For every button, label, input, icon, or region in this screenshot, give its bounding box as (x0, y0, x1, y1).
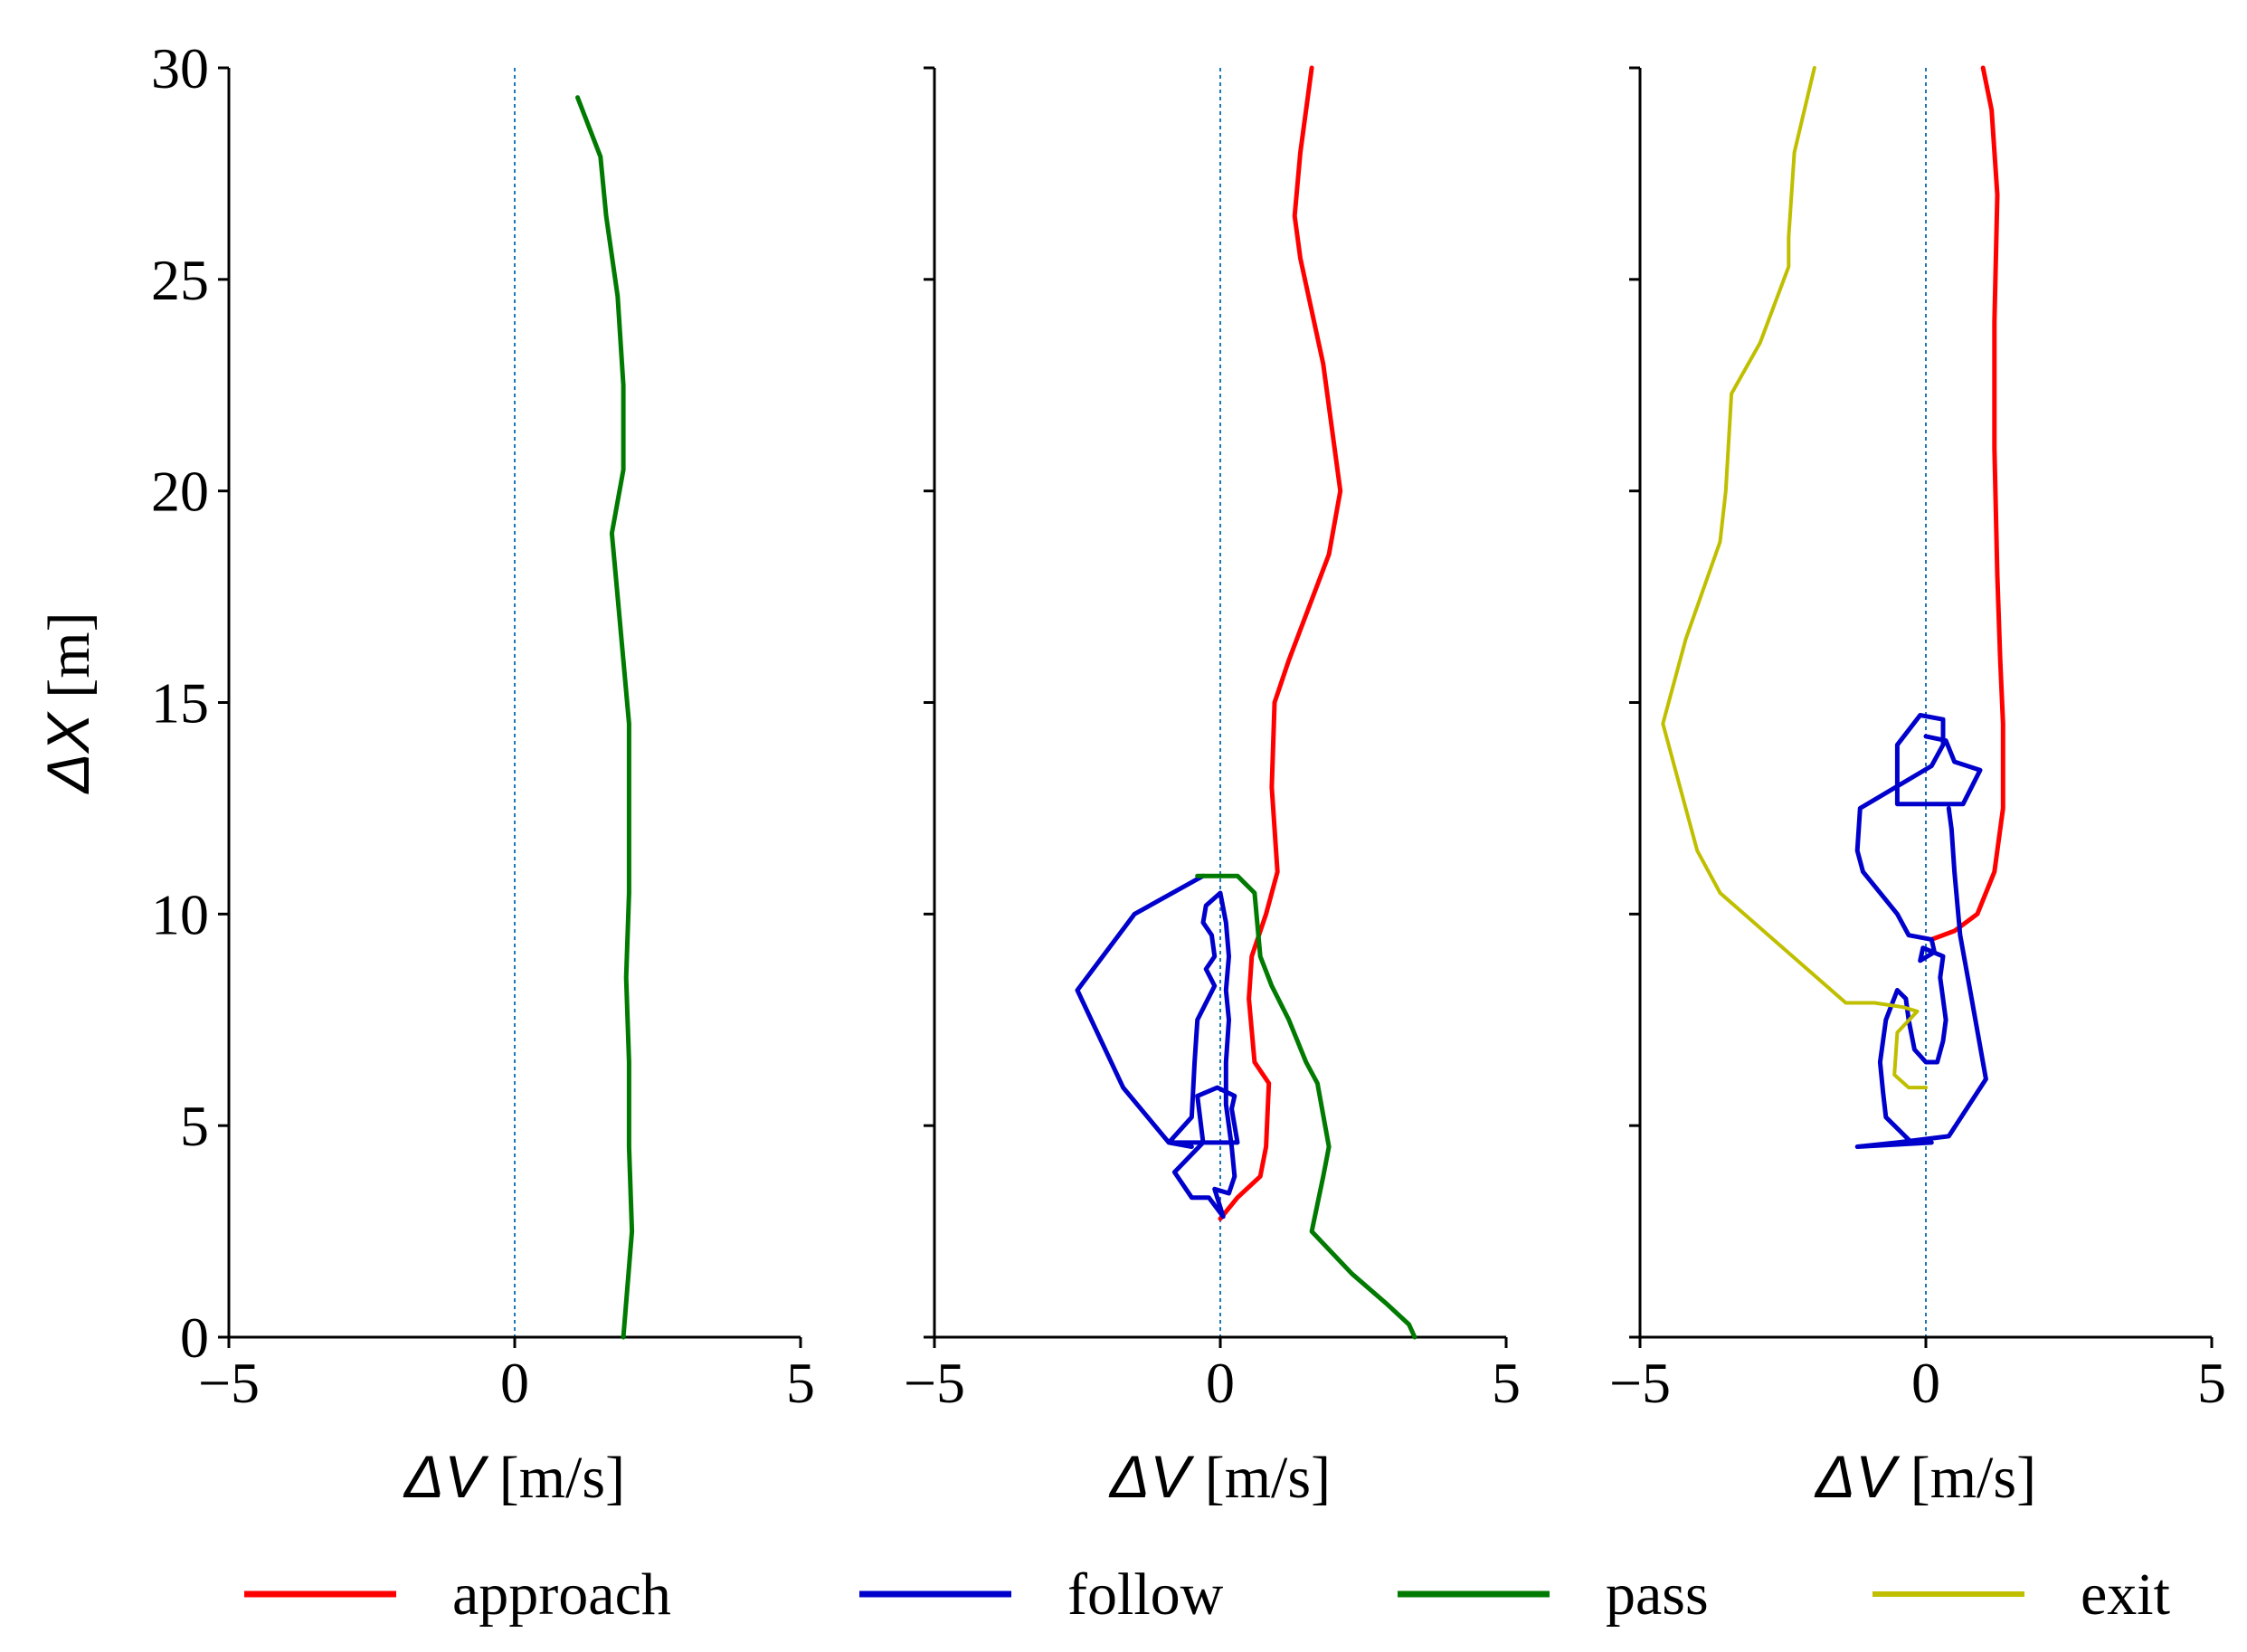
series-line-pass (1195, 873, 1417, 1340)
series-line-pass (575, 95, 635, 1340)
x-tick-label: 5 (786, 1351, 815, 1415)
panel-2: −5 0 5 ΔV [m/s] (904, 65, 1521, 1511)
series-line-approach (1929, 65, 2005, 942)
y-axis-label: ΔX [m] (34, 612, 102, 794)
y-tick-label: 30 (151, 36, 209, 100)
y-tick-label: 10 (151, 882, 209, 946)
x-axis-label: ΔV [m/s] (1814, 1443, 2036, 1511)
legend: approach follow pass exit (244, 1562, 2170, 1628)
series-line-exit (1661, 66, 1928, 1090)
x-tick-label: −5 (1609, 1351, 1671, 1415)
x-tick-label: 5 (1492, 1351, 1521, 1415)
x-axis-label: ΔV [m/s] (1108, 1443, 1331, 1511)
legend-label-approach: approach (452, 1562, 671, 1628)
x-tick-label: 0 (1911, 1351, 1940, 1415)
series-line-follow (1075, 873, 1240, 1220)
x-tick-label: −5 (198, 1351, 260, 1415)
series-line-follow (1854, 713, 1988, 1149)
x-tick-label: −5 (904, 1351, 965, 1415)
series-line-approach (1218, 65, 1343, 1221)
x-tick-label: 0 (500, 1351, 529, 1415)
x-axis-label: ΔV [m/s] (403, 1443, 625, 1511)
y-tick-label: 5 (180, 1094, 209, 1158)
panel-3: −5 0 5 ΔV [m/s] (1609, 65, 2226, 1511)
y-tick-label: 25 (151, 248, 209, 312)
x-tick-label: 0 (1206, 1351, 1235, 1415)
y-tick-label: 20 (151, 460, 209, 524)
legend-label-exit: exit (2081, 1562, 2170, 1628)
y-tick-label: 15 (151, 671, 209, 736)
legend-label-follow: follow (1067, 1562, 1224, 1628)
y-tick-label: 0 (180, 1305, 209, 1370)
x-tick-label: 5 (2197, 1351, 2226, 1415)
legend-label-pass: pass (1606, 1562, 1709, 1628)
